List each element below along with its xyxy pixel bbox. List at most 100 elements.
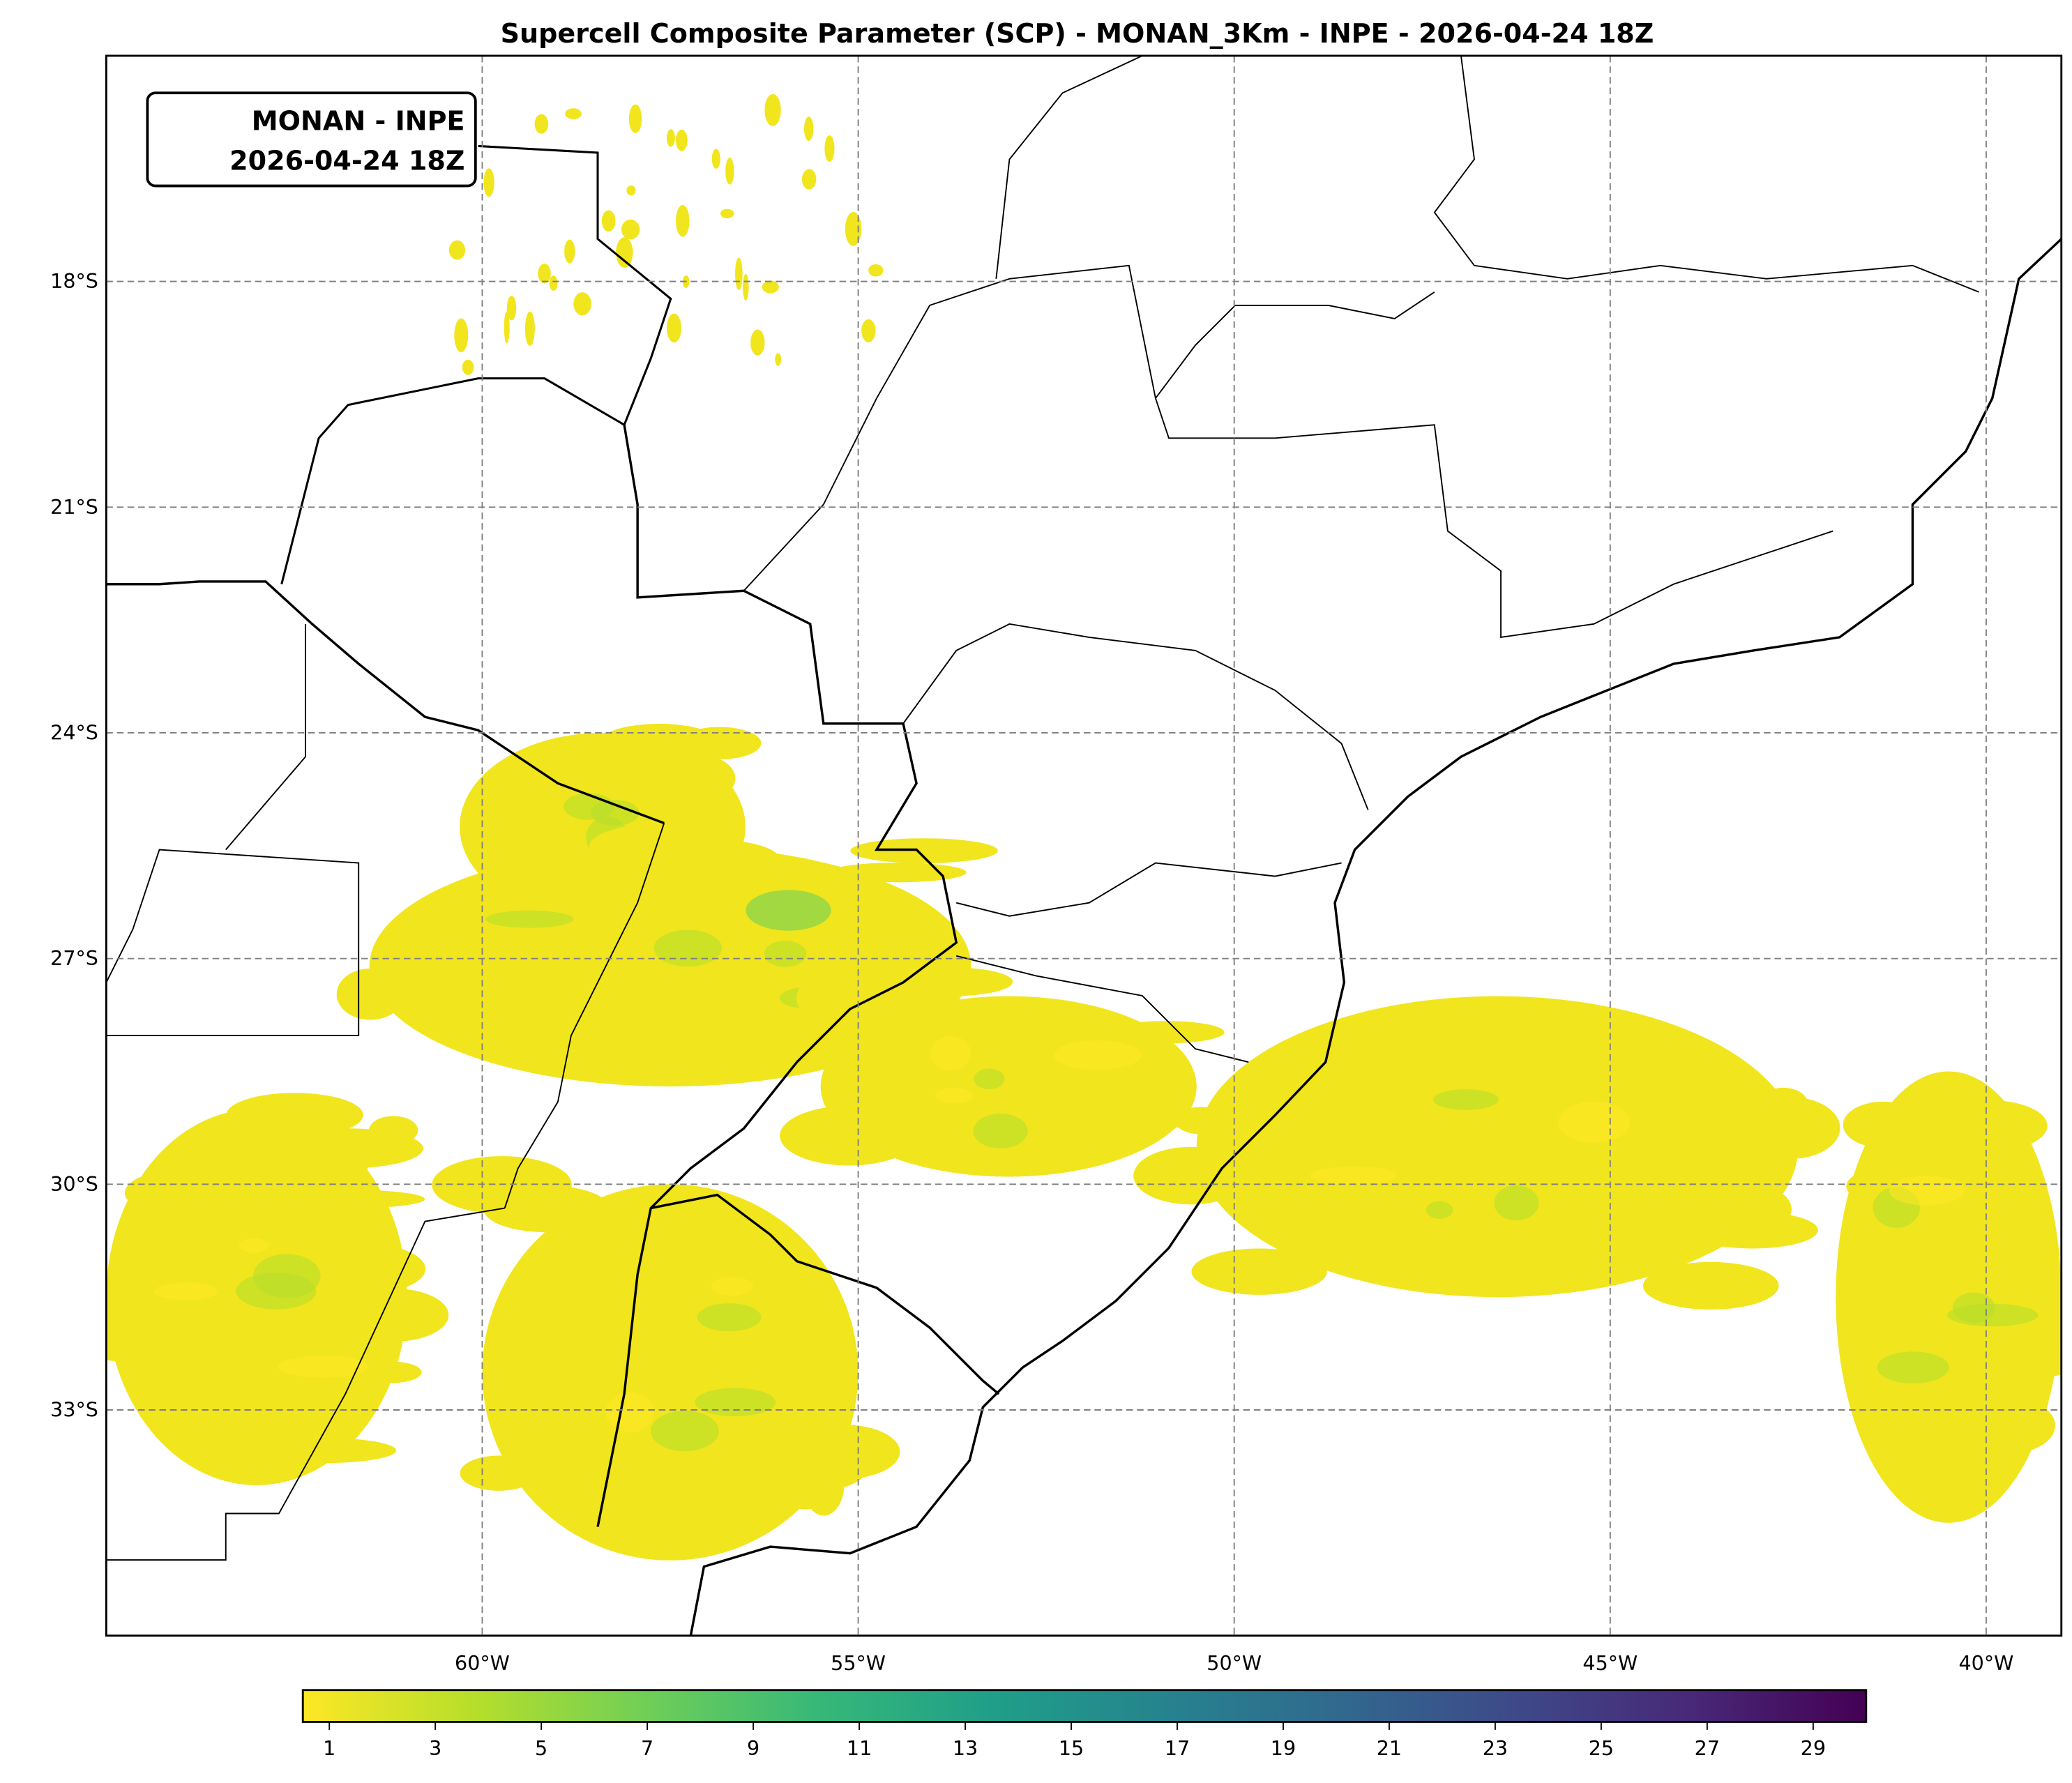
colorbar-tick-label: 7 bbox=[641, 1736, 653, 1760]
scp-core bbox=[591, 800, 640, 826]
scp-speck bbox=[454, 318, 469, 353]
border-argentina-provinces bbox=[504, 823, 665, 1208]
scp-patch bbox=[670, 780, 728, 811]
border-paraguay-argentina bbox=[106, 580, 665, 825]
lon-tick-label: 50°W bbox=[1207, 1651, 1262, 1675]
lat-tick-label: 24°S bbox=[50, 721, 98, 745]
scp-patch bbox=[665, 1344, 809, 1399]
scp-speck bbox=[801, 169, 817, 190]
scp-patch bbox=[870, 1020, 990, 1057]
scp-patch bbox=[1107, 1021, 1225, 1044]
scp-patch bbox=[629, 982, 698, 1040]
scp-core bbox=[239, 1238, 269, 1253]
scp-patch bbox=[361, 1361, 422, 1383]
scp-speck bbox=[725, 158, 734, 185]
scp-patch bbox=[677, 727, 762, 759]
scp-core bbox=[1494, 1185, 1539, 1221]
scp-speck bbox=[676, 129, 688, 151]
scp-speck bbox=[534, 114, 549, 134]
scp-patch bbox=[850, 838, 998, 863]
lon-tick-label: 40°W bbox=[1959, 1651, 2014, 1675]
scp-patch bbox=[1504, 1187, 1651, 1244]
scp-speck bbox=[565, 108, 582, 119]
scp-speck bbox=[667, 129, 675, 147]
scp-speck bbox=[483, 168, 494, 197]
scp-speck bbox=[549, 275, 558, 291]
border-state-sp-mg bbox=[1155, 291, 1435, 399]
scp-patch bbox=[1990, 1346, 2062, 1379]
lat-tick-label: 18°S bbox=[50, 269, 98, 293]
lon-tick-label: 55°W bbox=[831, 1651, 886, 1675]
scp-patch bbox=[780, 1105, 918, 1166]
colorbar-tick-label: 1 bbox=[323, 1736, 335, 1760]
colorbar-tick-label: 19 bbox=[1271, 1736, 1296, 1760]
scp-speck bbox=[538, 264, 551, 284]
scp-patch bbox=[589, 851, 639, 915]
scp-patch bbox=[1878, 1139, 1991, 1183]
scp-core bbox=[252, 1254, 321, 1298]
scp-core bbox=[764, 941, 807, 967]
scp-patch bbox=[1635, 1031, 1704, 1086]
colorbar-tick-label: 15 bbox=[1059, 1736, 1084, 1760]
scp-patch bbox=[368, 1116, 418, 1145]
scp-patch bbox=[1900, 1250, 1953, 1306]
scp-speck bbox=[666, 313, 682, 343]
border-brazil-argentina bbox=[596, 424, 958, 1527]
scp-patch bbox=[796, 967, 909, 1029]
scp-field bbox=[106, 93, 2062, 1561]
scp-patch bbox=[589, 823, 739, 870]
chart-title: Supercell Composite Parameter (SCP) - MO… bbox=[501, 18, 1654, 49]
scp-speck bbox=[750, 329, 765, 356]
colorbar-tick-label: 23 bbox=[1483, 1736, 1508, 1760]
scp-patch bbox=[226, 1093, 363, 1137]
scp-patch bbox=[828, 863, 967, 883]
annotation-line-1: MONAN - INPE bbox=[252, 106, 465, 137]
border-state bbox=[743, 264, 1833, 638]
scp-speck bbox=[720, 208, 734, 219]
scp-speck bbox=[506, 296, 517, 321]
scp-patch bbox=[500, 838, 570, 858]
lon-tick-labels: 60°W 55°W 50°W 45°W 40°W bbox=[455, 1651, 2013, 1675]
scp-core bbox=[695, 1388, 776, 1416]
scp-patch bbox=[1578, 1128, 1672, 1187]
lat-tick-label: 27°S bbox=[50, 946, 98, 970]
border-state-rs bbox=[955, 955, 1249, 1063]
scp-core bbox=[485, 910, 574, 928]
scp-patch bbox=[1174, 1107, 1226, 1135]
scp-speck bbox=[628, 104, 642, 133]
scp-patch bbox=[1043, 1075, 1171, 1135]
scp-speck bbox=[764, 93, 781, 126]
map-area bbox=[106, 55, 2062, 1636]
scp-speck bbox=[845, 212, 862, 246]
scp-patch bbox=[900, 1068, 965, 1120]
scp-patch bbox=[437, 925, 584, 947]
scp-core bbox=[278, 1356, 368, 1378]
scp-speck bbox=[676, 204, 690, 237]
scp-core bbox=[973, 1114, 1028, 1148]
scp-speck bbox=[868, 264, 884, 277]
lat-tick-label: 33°S bbox=[50, 1398, 98, 1422]
scp-speck bbox=[524, 311, 535, 347]
scp-speck bbox=[711, 149, 720, 169]
scp-core bbox=[605, 1391, 654, 1433]
scp-core bbox=[974, 1068, 1005, 1090]
scp-patch bbox=[106, 1317, 153, 1362]
colorbar-tick-label: 17 bbox=[1165, 1736, 1190, 1760]
scp-patch bbox=[1758, 1087, 1808, 1121]
scp-patch bbox=[482, 1454, 612, 1482]
scp-patch bbox=[295, 1136, 351, 1198]
scp-patch bbox=[1956, 1397, 2055, 1455]
scp-patch bbox=[891, 967, 1013, 996]
scp-patch bbox=[1643, 1261, 1779, 1310]
annotation-line-2: 2026-04-24 18Z bbox=[229, 146, 464, 176]
border-state-sc bbox=[955, 862, 1342, 917]
scp-speck bbox=[573, 292, 591, 316]
scp-patch bbox=[514, 1417, 605, 1435]
scp-speck bbox=[601, 210, 616, 232]
border-bolivia-paraguay bbox=[280, 144, 672, 585]
political-borders bbox=[106, 55, 2062, 1636]
scp-patch bbox=[338, 1288, 449, 1342]
scp-core bbox=[1952, 1292, 1995, 1323]
scp-speck bbox=[616, 237, 633, 268]
